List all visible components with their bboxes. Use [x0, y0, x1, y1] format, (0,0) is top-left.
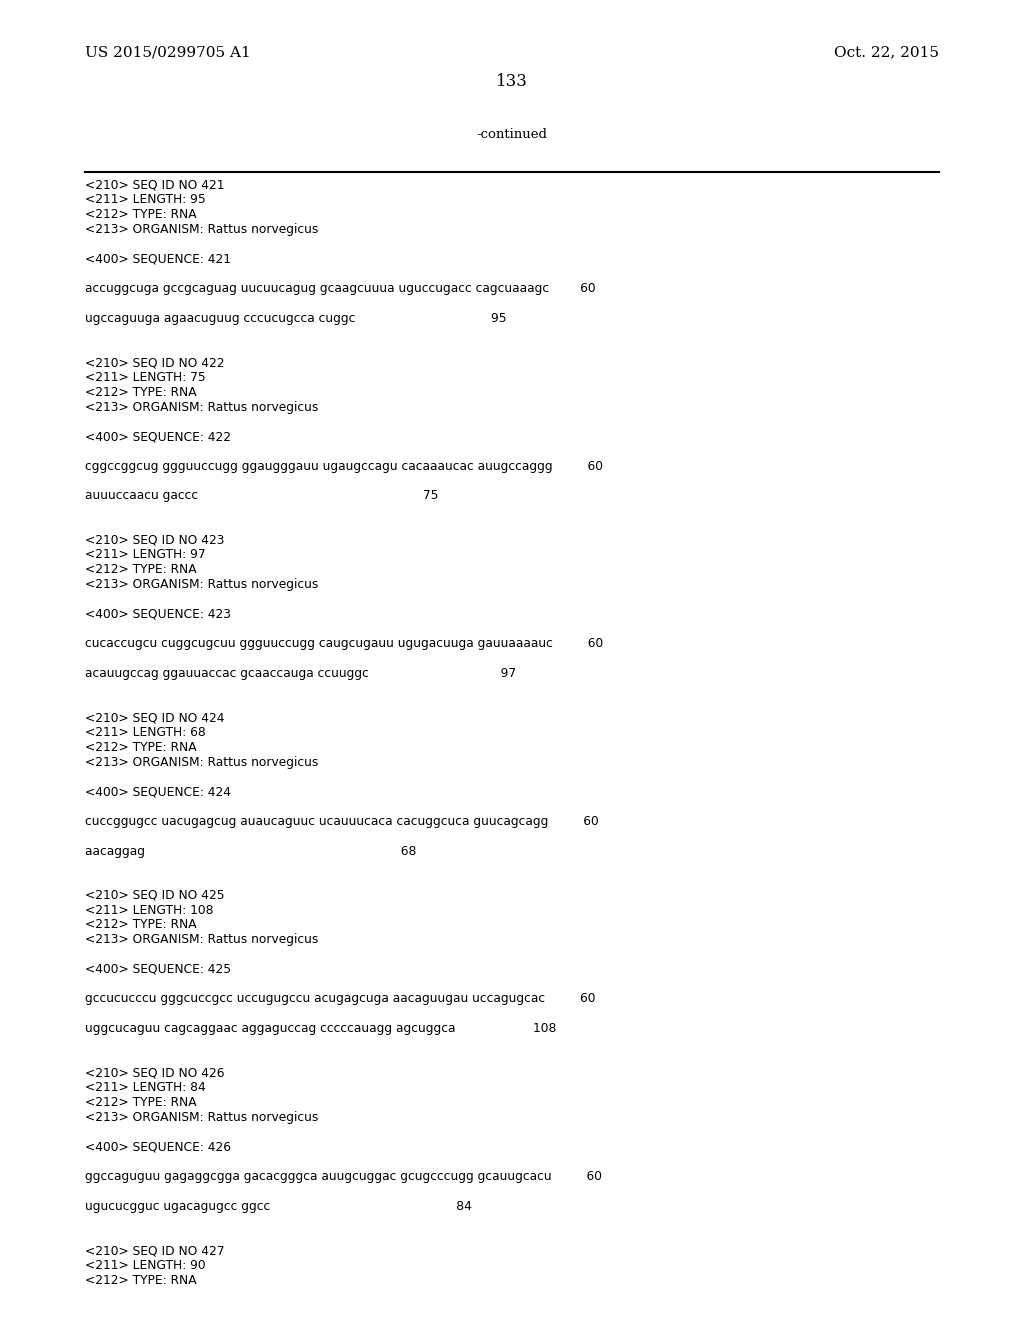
- Text: <211> LENGTH: 95: <211> LENGTH: 95: [85, 193, 206, 206]
- Text: Oct. 22, 2015: Oct. 22, 2015: [834, 45, 939, 59]
- Text: <213> ORGANISM: Rattus norvegicus: <213> ORGANISM: Rattus norvegicus: [85, 578, 318, 591]
- Text: auuuccaacu gaccc                                                          75: auuuccaacu gaccc 75: [85, 490, 438, 503]
- Text: <213> ORGANISM: Rattus norvegicus: <213> ORGANISM: Rattus norvegicus: [85, 933, 318, 946]
- Text: <210> SEQ ID NO 422: <210> SEQ ID NO 422: [85, 356, 224, 370]
- Text: <400> SEQUENCE: 425: <400> SEQUENCE: 425: [85, 962, 231, 975]
- Text: <212> TYPE: RNA: <212> TYPE: RNA: [85, 209, 197, 222]
- Text: <210> SEQ ID NO 423: <210> SEQ ID NO 423: [85, 533, 224, 546]
- Text: <212> TYPE: RNA: <212> TYPE: RNA: [85, 741, 197, 754]
- Text: <400> SEQUENCE: 424: <400> SEQUENCE: 424: [85, 785, 231, 799]
- Text: ugucucgguc ugacagugcc ggcc                                                84: ugucucgguc ugacagugcc ggcc 84: [85, 1200, 472, 1213]
- Text: aacaggag                                                                  68: aacaggag 68: [85, 845, 417, 858]
- Text: acauugccag ggauuaccac gcaaccauga ccuuggc                                  97: acauugccag ggauuaccac gcaaccauga ccuuggc…: [85, 667, 516, 680]
- Text: <212> TYPE: RNA: <212> TYPE: RNA: [85, 1096, 197, 1109]
- Text: cucaccugcu cuggcugcuu ggguuccugg caugcugauu ugugacuuga gauuaaaauc         60: cucaccugcu cuggcugcuu ggguuccugg caugcug…: [85, 638, 603, 651]
- Text: 133: 133: [496, 74, 528, 91]
- Text: cggccggcug ggguuccugg ggaugggauu ugaugccagu cacaaaucac auugccaggg         60: cggccggcug ggguuccugg ggaugggauu ugaugcc…: [85, 459, 603, 473]
- Text: <213> ORGANISM: Rattus norvegicus: <213> ORGANISM: Rattus norvegicus: [85, 223, 318, 236]
- Text: -continued: -continued: [476, 128, 548, 141]
- Text: <212> TYPE: RNA: <212> TYPE: RNA: [85, 1274, 197, 1287]
- Text: <400> SEQUENCE: 421: <400> SEQUENCE: 421: [85, 252, 231, 265]
- Text: <210> SEQ ID NO 427: <210> SEQ ID NO 427: [85, 1243, 224, 1257]
- Text: <213> ORGANISM: Rattus norvegicus: <213> ORGANISM: Rattus norvegicus: [85, 400, 318, 413]
- Text: <211> LENGTH: 84: <211> LENGTH: 84: [85, 1081, 206, 1094]
- Text: <213> ORGANISM: Rattus norvegicus: <213> ORGANISM: Rattus norvegicus: [85, 755, 318, 768]
- Text: US 2015/0299705 A1: US 2015/0299705 A1: [85, 45, 251, 59]
- Text: <210> SEQ ID NO 426: <210> SEQ ID NO 426: [85, 1067, 224, 1080]
- Text: <211> LENGTH: 75: <211> LENGTH: 75: [85, 371, 206, 384]
- Text: <212> TYPE: RNA: <212> TYPE: RNA: [85, 385, 197, 399]
- Text: <212> TYPE: RNA: <212> TYPE: RNA: [85, 564, 197, 577]
- Text: <400> SEQUENCE: 426: <400> SEQUENCE: 426: [85, 1140, 231, 1154]
- Text: <213> ORGANISM: Rattus norvegicus: <213> ORGANISM: Rattus norvegicus: [85, 1111, 318, 1123]
- Text: ggccaguguu gagaggcgga gacacgggca auugcuggac gcugcccugg gcauugcacu         60: ggccaguguu gagaggcgga gacacgggca auugcug…: [85, 1170, 602, 1183]
- Text: <211> LENGTH: 108: <211> LENGTH: 108: [85, 904, 213, 916]
- Text: <400> SEQUENCE: 423: <400> SEQUENCE: 423: [85, 607, 231, 620]
- Text: gccucucccu gggcuccgcc uccugugccu acugagcuga aacaguugau uccagugcac         60: gccucucccu gggcuccgcc uccugugccu acugagc…: [85, 993, 596, 1006]
- Text: <400> SEQUENCE: 422: <400> SEQUENCE: 422: [85, 430, 231, 444]
- Text: <210> SEQ ID NO 424: <210> SEQ ID NO 424: [85, 711, 224, 725]
- Text: <212> TYPE: RNA: <212> TYPE: RNA: [85, 919, 197, 932]
- Text: ugccaguuga agaacuguug cccucugcca cuggc                                   95: ugccaguuga agaacuguug cccucugcca cuggc 9…: [85, 312, 507, 325]
- Text: <210> SEQ ID NO 425: <210> SEQ ID NO 425: [85, 888, 224, 902]
- Text: <210> SEQ ID NO 421: <210> SEQ ID NO 421: [85, 178, 224, 191]
- Text: accuggcuga gccgcaguag uucuucagug gcaagcuuua uguccugacc cagcuaaagc        60: accuggcuga gccgcaguag uucuucagug gcaagcu…: [85, 282, 596, 296]
- Text: <211> LENGTH: 68: <211> LENGTH: 68: [85, 726, 206, 739]
- Text: <211> LENGTH: 97: <211> LENGTH: 97: [85, 549, 206, 561]
- Text: uggcucaguu cagcaggaac aggaguccag cccccauagg agcuggca                    108: uggcucaguu cagcaggaac aggaguccag cccccau…: [85, 1022, 556, 1035]
- Text: <211> LENGTH: 90: <211> LENGTH: 90: [85, 1259, 206, 1272]
- Text: cuccggugcc uacugagcug auaucaguuc ucauuucaca cacuggcuca guucagcagg         60: cuccggugcc uacugagcug auaucaguuc ucauuuc…: [85, 814, 599, 828]
